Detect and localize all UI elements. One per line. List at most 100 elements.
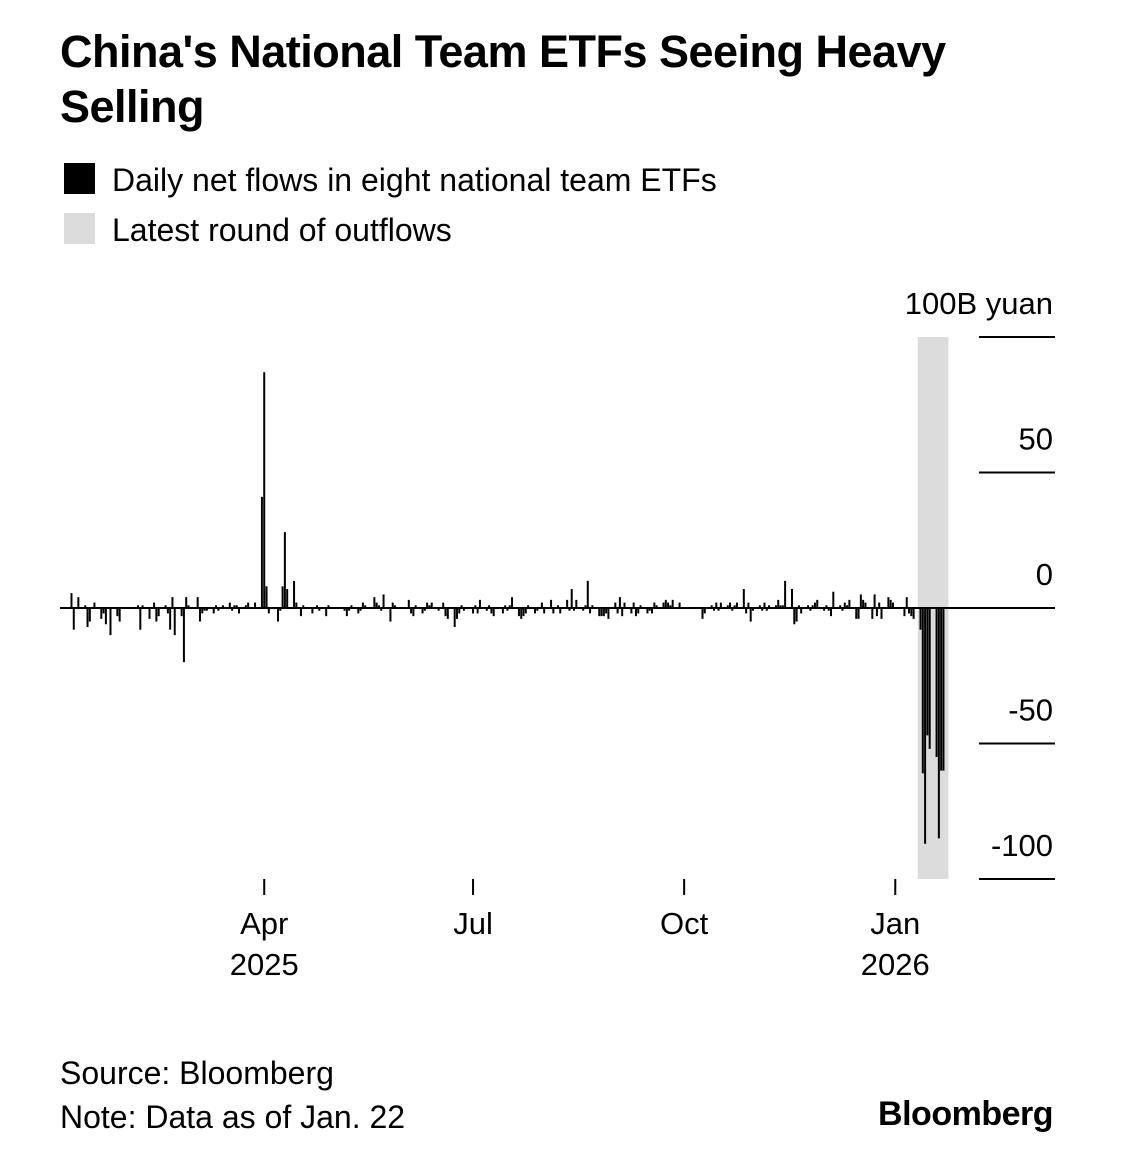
- y-tick-label: -50: [1008, 693, 1053, 728]
- bar: [423, 608, 426, 611]
- bar: [391, 602, 394, 608]
- bar: [912, 608, 915, 619]
- bar: [710, 605, 713, 608]
- bar: [568, 608, 571, 611]
- bar: [148, 608, 151, 619]
- bar: [618, 597, 621, 608]
- bar: [478, 599, 481, 608]
- bar: [327, 605, 330, 608]
- bar: [878, 602, 881, 608]
- bar: [634, 608, 637, 617]
- bar: [508, 605, 511, 608]
- bar: [428, 605, 431, 608]
- bar: [566, 599, 569, 608]
- bar: [639, 605, 642, 608]
- bar: [630, 608, 633, 614]
- bar: [781, 605, 784, 608]
- bar: [839, 605, 842, 608]
- bar: [536, 608, 539, 611]
- bar: [166, 608, 169, 614]
- bar: [442, 602, 445, 608]
- bar: [522, 608, 525, 617]
- bar: [345, 608, 348, 617]
- bar: [859, 594, 862, 608]
- bar: [421, 608, 424, 614]
- bar: [887, 597, 890, 608]
- bar: [88, 608, 91, 622]
- legend-item-daily-flows: Daily net flows in eight national team E…: [64, 160, 717, 200]
- bar: [816, 599, 819, 608]
- bar: [185, 597, 188, 608]
- bar: [382, 594, 385, 608]
- bar: [761, 608, 764, 611]
- bar: [196, 597, 199, 608]
- bar: [281, 586, 284, 608]
- bar: [937, 608, 940, 839]
- legend-swatch-black: [64, 163, 95, 194]
- x-axis: Apr 2025 Jul Oct Jan 2026: [230, 879, 930, 982]
- bar: [591, 605, 594, 608]
- bar: [550, 599, 553, 608]
- bar: [864, 602, 867, 608]
- bar: [662, 602, 665, 608]
- bar: [102, 608, 105, 614]
- bar: [414, 605, 417, 608]
- bar: [205, 608, 208, 611]
- bar: [109, 608, 112, 636]
- bar: [919, 608, 922, 630]
- bar: [173, 608, 176, 636]
- bar: [141, 605, 144, 608]
- bar: [751, 608, 754, 611]
- legend-label: Latest round of outflows: [112, 212, 452, 248]
- bar: [797, 605, 800, 608]
- bar: [589, 608, 592, 614]
- bar: [444, 608, 447, 617]
- bar: [807, 605, 810, 608]
- bar: [758, 605, 761, 608]
- bar: [671, 599, 674, 608]
- bar: [648, 608, 651, 611]
- bar: [511, 597, 514, 608]
- bar: [793, 608, 796, 625]
- bar: [540, 602, 543, 608]
- bar: [832, 591, 835, 608]
- bar: [921, 608, 924, 774]
- bar: [763, 602, 766, 608]
- bar: [774, 605, 777, 608]
- bar: [283, 532, 286, 608]
- bar: [729, 602, 732, 608]
- bar: [171, 597, 174, 608]
- bar: [703, 608, 706, 614]
- bar: [873, 594, 876, 608]
- legend-item-outflows: Latest round of outflows: [64, 210, 452, 250]
- bar: [891, 602, 894, 608]
- bar: [299, 608, 302, 617]
- bar: [586, 580, 589, 608]
- bar: [70, 593, 73, 608]
- bar: [295, 602, 298, 608]
- bar: [701, 608, 704, 619]
- bar: [830, 608, 833, 617]
- bar: [153, 602, 156, 608]
- bar: [86, 608, 89, 627]
- bar: [104, 608, 107, 625]
- bar: [731, 608, 734, 611]
- bar: [343, 608, 346, 611]
- bar: [485, 608, 488, 611]
- bar: [357, 608, 360, 614]
- bar: [318, 608, 321, 611]
- bar: [501, 608, 504, 614]
- bar: [389, 608, 392, 622]
- bar: [93, 602, 96, 608]
- bar: [265, 586, 268, 608]
- bar: [407, 599, 410, 608]
- y-tick-label: -100: [991, 828, 1053, 863]
- bar: [455, 608, 458, 619]
- bar: [800, 608, 803, 614]
- bar: [600, 608, 603, 617]
- bar: [653, 602, 656, 608]
- bar: [575, 599, 578, 608]
- bar: [182, 608, 185, 663]
- source-note: Source: Bloomberg: [60, 1055, 334, 1091]
- bar: [598, 608, 601, 617]
